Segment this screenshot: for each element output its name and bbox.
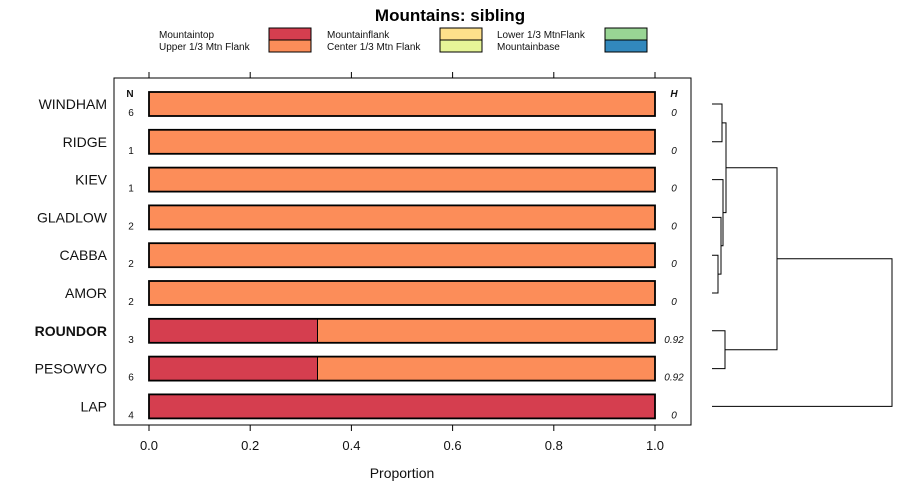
legend-swatch-center-1-3-mtn-flank [439,39,483,53]
row-label-lap: LAP [81,398,107,414]
legend-label-center-1-3-mtn-flank: Center 1/3 Mtn Flank [327,42,421,53]
bar-ridge-upper-1-3-mtn-flank [148,129,656,155]
bar-outline-roundor [148,317,656,344]
row-label-cabba: CABBA [60,247,108,263]
bar-outline-windham [148,91,656,117]
bar-outline-cabba [148,242,656,269]
h-value-amor: 0 [671,297,677,308]
n-column-header: N [126,89,133,100]
bar-outline-ridge [148,128,656,155]
row-label-gladlow: GLADLOW [37,209,108,225]
row-label-windham: WINDHAM [39,96,107,112]
dendrogram-link [712,216,722,275]
legend-label-mountaintop: Mountaintop [159,30,214,41]
n-value-pesowyo: 6 [128,373,134,384]
x-tick-label: 0.2 [241,438,259,453]
row-label-kiev: KIEV [75,172,108,188]
row-label-pesowyo: PESOWYO [35,361,107,377]
legend-label-mountainflank: Mountainflank [327,30,390,41]
h-value-cabba: 0 [671,259,677,270]
legend-swatch-mountainbase [604,39,648,53]
bar-lap-mountaintop [148,393,656,419]
n-value-ridge: 1 [128,146,134,157]
row-label-ridge: RIDGE [63,134,107,150]
dendrogram-link [725,167,778,351]
bar-outline-kiev [148,166,656,193]
h-value-windham: 0 [671,108,677,119]
x-axis: 0.0 0.2 0.4 0.6 0.8 1.0 [140,72,664,453]
x-tick-label: 1.0 [646,438,664,453]
bar-outline-pesowyo [148,355,656,382]
legend-label-upper-1-3-mtn-flank: Upper 1/3 Mtn Flank [159,42,251,53]
bar-pesowyo-mountaintop [148,356,318,382]
row-label-roundor: ROUNDOR [35,323,107,339]
n-value-cabba: 2 [128,259,134,270]
h-value-lap: 0 [671,410,677,421]
dendrogram-link [712,330,726,370]
n-value-roundor: 3 [128,335,134,346]
legend-label-lower-1-3-mtnflank: Lower 1/3 MtnFlank [497,30,586,41]
n-value-windham: 6 [128,108,134,119]
n-value-kiev: 1 [128,184,134,195]
legend-swatch-mountainflank [439,27,483,41]
chart-title: Mountains: sibling [375,6,525,25]
x-tick-label: 0.0 [140,438,158,453]
dendrogram [712,103,893,407]
bar-outline-lap [148,393,656,420]
h-column-header: H [670,89,678,100]
h-value-gladlow: 0 [671,221,677,232]
row-label-amor: AMOR [65,285,107,301]
h-value-pesowyo: 0.92 [664,373,684,384]
bar-cabba-upper-1-3-mtn-flank [148,242,656,268]
n-value-amor: 2 [128,297,134,308]
x-tick-label: 0.4 [342,438,360,453]
h-value-ridge: 0 [671,146,677,157]
legend-label-mountainbase: Mountainbase [497,42,560,53]
x-tick-label: 0.8 [545,438,563,453]
dendrogram-link [712,103,723,143]
n-value-gladlow: 2 [128,221,134,232]
bar-outline-amor [148,280,656,306]
n-value-lap: 4 [128,410,134,421]
dendrogram-link [712,254,719,294]
bars: WINDHAM 6 0 RIDGE 1 0 KIEV 1 0 GLADLOW 2 0 CABBA 2 0 AM… [35,91,684,421]
x-axis-label: Proportion [370,465,435,481]
bar-windham-upper-1-3-mtn-flank [148,91,656,117]
dendrogram-link [712,258,893,407]
bar-roundor-mountaintop [148,318,318,344]
bar-outline-gladlow [148,204,656,231]
h-value-roundor: 0.92 [664,335,684,346]
bar-pesowyo-upper-1-3-mtn-flank [316,356,656,382]
bar-amor-upper-1-3-mtn-flank [148,280,656,306]
legend-swatch-lower-1-3-mtnflank [604,27,648,41]
legend-swatch-upper-1-3-mtn-flank [268,39,312,53]
plot-frame [113,77,692,426]
x-tick-label: 0.6 [444,438,462,453]
h-value-kiev: 0 [671,184,677,195]
legend-swatch-mountaintop [268,27,312,41]
bar-kiev-upper-1-3-mtn-flank [148,167,656,193]
bar-roundor-upper-1-3-mtn-flank [316,318,656,344]
bar-gladlow-upper-1-3-mtn-flank [148,204,656,230]
